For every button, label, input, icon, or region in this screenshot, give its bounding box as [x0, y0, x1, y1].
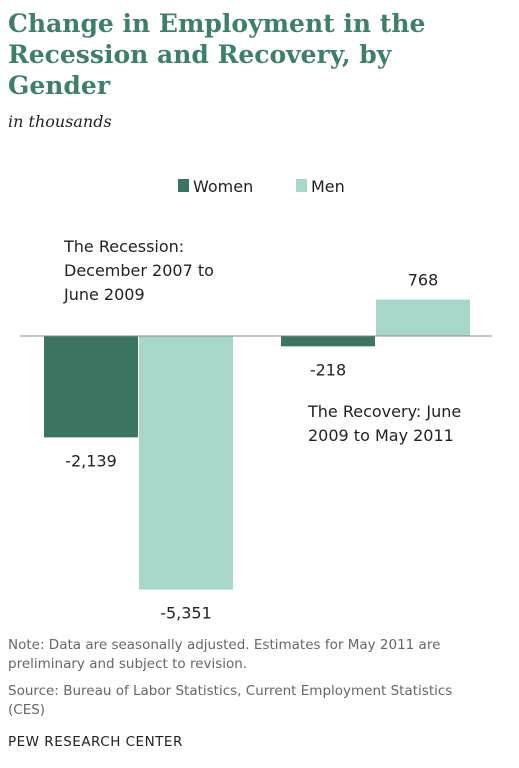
- chart-title: Change in Employment in the Recession an…: [8, 9, 426, 100]
- value-label: -218: [310, 360, 346, 379]
- legend-swatch: [178, 179, 189, 192]
- category-label: The Recession: December 2007 to June 200…: [64, 237, 214, 304]
- value-label: -2,139: [65, 451, 117, 470]
- source: Source: Bureau of Labor Statistics, Curr…: [8, 683, 453, 718]
- bar: [44, 336, 138, 438]
- chart-subtitle: in thousands: [8, 112, 112, 131]
- credit: PEW RESEARCH CENTER: [8, 734, 183, 750]
- legend-label: Men: [311, 177, 345, 196]
- bar: [376, 299, 470, 336]
- value-label: -5,351: [160, 604, 212, 623]
- bar: [139, 336, 233, 590]
- legend-label: Women: [193, 177, 253, 196]
- bar: [281, 336, 375, 347]
- value-label: 768: [408, 271, 439, 290]
- note: Note: Data are seasonally adjusted. Esti…: [8, 637, 441, 672]
- legend-swatch: [296, 179, 307, 192]
- chart: Women Men -2,139 -5,351 -218 768: [20, 177, 492, 623]
- category-label: The Recovery: June 2009 to May 2011: [308, 402, 462, 445]
